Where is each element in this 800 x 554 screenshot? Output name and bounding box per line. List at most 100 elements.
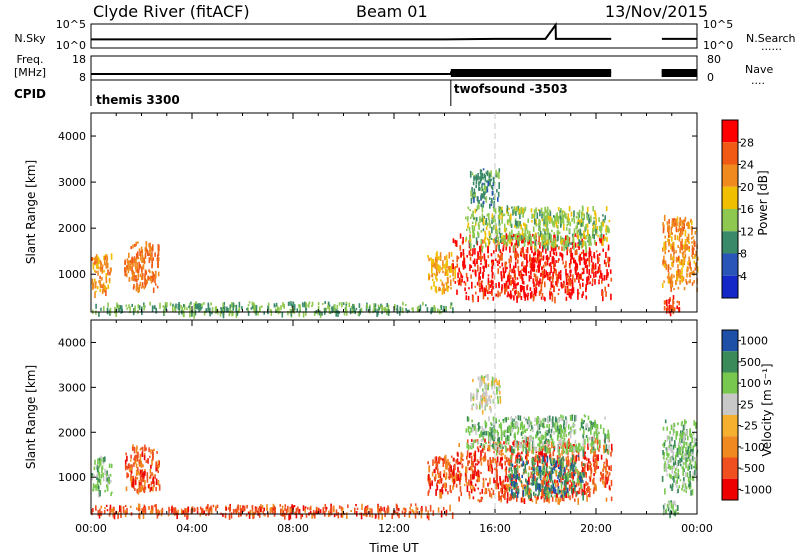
data-cell <box>517 265 520 272</box>
data-cell <box>95 256 97 260</box>
data-cell <box>158 464 160 468</box>
data-cell <box>144 277 146 284</box>
data-cell <box>534 234 536 241</box>
data-cell <box>520 288 523 293</box>
data-cell <box>101 264 104 268</box>
data-cell <box>556 281 558 287</box>
data-cell <box>511 493 513 499</box>
data-cell <box>472 427 474 432</box>
data-cell <box>511 477 514 484</box>
data-cell <box>588 443 590 447</box>
data-cell <box>459 477 461 483</box>
data-cell <box>664 235 666 239</box>
data-cell <box>439 265 441 272</box>
data-cell <box>516 220 518 227</box>
data-cell <box>564 265 566 269</box>
data-cell <box>675 467 677 471</box>
data-cell <box>679 232 681 238</box>
data-cell <box>588 217 591 224</box>
data-cell <box>321 311 323 316</box>
data-cell <box>143 454 146 461</box>
data-cell <box>552 271 554 277</box>
data-cell <box>131 258 134 264</box>
data-cell <box>663 305 666 311</box>
data-cell <box>493 425 495 429</box>
data-cell <box>513 448 516 454</box>
data-cell <box>572 425 575 428</box>
data-cell <box>599 225 602 232</box>
data-cell <box>360 512 363 520</box>
data-cell <box>541 279 543 285</box>
data-cell <box>177 509 179 515</box>
data-cell <box>104 254 107 258</box>
data-cell <box>313 512 316 519</box>
data-cell <box>441 489 444 495</box>
data-cell <box>673 274 675 278</box>
data-cell <box>481 280 484 283</box>
data-cell <box>665 246 667 250</box>
data-cell <box>266 508 268 511</box>
data-cell <box>561 246 563 251</box>
data-cell <box>358 303 361 308</box>
data-cell <box>536 276 539 279</box>
data-cell <box>502 214 504 217</box>
data-cell <box>688 280 690 284</box>
data-cell <box>510 238 513 242</box>
data-cell <box>106 262 109 269</box>
data-cell <box>364 507 366 515</box>
data-cell <box>574 440 577 444</box>
data-cell <box>668 435 670 440</box>
data-cell <box>531 457 533 463</box>
data-cell <box>583 445 586 449</box>
data-cell <box>610 293 612 301</box>
data-cell <box>527 447 530 452</box>
data-cell <box>544 281 546 288</box>
data-cell <box>568 206 571 211</box>
data-cell <box>562 461 564 468</box>
data-cell <box>499 266 501 269</box>
data-cell <box>106 470 108 476</box>
data-cell <box>154 474 156 480</box>
data-cell <box>560 219 563 227</box>
data-cell <box>540 480 543 485</box>
data-cell <box>480 174 483 182</box>
data-cell <box>546 415 549 423</box>
data-cell <box>569 265 571 269</box>
data-cell <box>282 302 284 308</box>
data-cell <box>490 459 493 465</box>
data-cell <box>482 431 484 436</box>
data-cell <box>535 497 538 504</box>
data-cell <box>481 426 484 432</box>
data-cell <box>575 414 578 421</box>
data-cell <box>542 228 544 232</box>
data-cell <box>176 512 178 520</box>
data-cell <box>611 448 613 453</box>
data-cell <box>471 221 474 224</box>
data-cell <box>479 403 481 410</box>
data-cell <box>594 210 596 216</box>
data-cell <box>391 513 393 519</box>
data-cell <box>496 233 498 239</box>
data-cell <box>604 416 606 420</box>
data-cell <box>541 293 544 297</box>
data-cell <box>476 446 479 450</box>
data-cell <box>157 254 159 261</box>
data-cell <box>544 441 546 444</box>
data-cell <box>607 272 609 276</box>
data-cell <box>549 216 552 223</box>
data-cell <box>522 237 524 240</box>
data-cell <box>151 510 154 515</box>
data-cell <box>559 270 562 274</box>
data-cell <box>430 308 432 315</box>
data-cell <box>131 272 133 275</box>
data-cell <box>602 468 604 472</box>
data-cell <box>583 483 586 490</box>
data-cell <box>482 274 484 279</box>
data-cell <box>578 209 581 215</box>
data-cell <box>98 485 100 490</box>
data-cell <box>538 469 540 475</box>
data-cell <box>467 206 470 210</box>
data-cell <box>544 445 546 452</box>
data-cell <box>487 482 489 487</box>
power-data-layer <box>91 168 699 319</box>
